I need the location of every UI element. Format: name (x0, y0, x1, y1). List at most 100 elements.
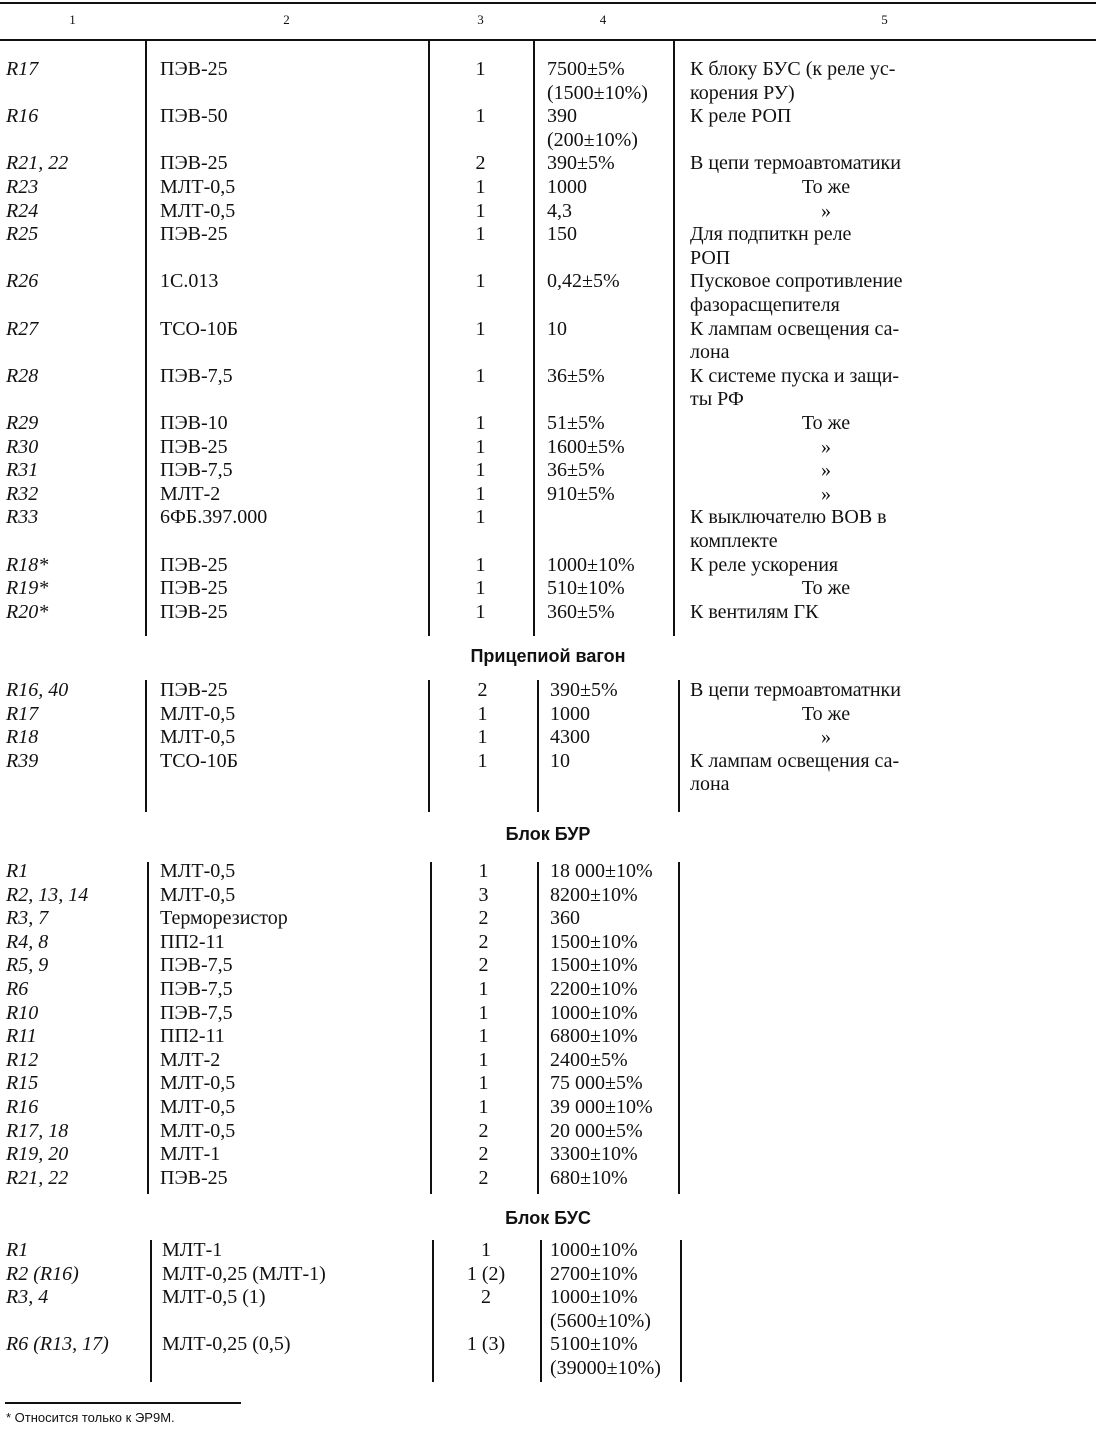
quantity-cell: 1 (475, 176, 486, 198)
resistance-cell: 1000±10% (550, 1239, 638, 1261)
resistor-type-cell: ТСО-10Б (160, 317, 239, 340)
column-header-4: 4 (599, 12, 607, 27)
designation-cell: R21, 22 (6, 1166, 69, 1189)
quantity-cell: 2 (478, 1119, 489, 1142)
resistance-cell: 39 000±10% (550, 1096, 653, 1118)
column-divider (147, 862, 149, 1194)
designation-cell: R1 (6, 860, 29, 882)
resistor-type-cell: МЛТ-0,25 (МЛТ-1) (162, 1262, 326, 1285)
resistance-cell: 75 000±5% (550, 1072, 643, 1095)
resistance-cell: 1000 (547, 176, 587, 198)
table-row: R30 ПЭВ-25 1 1600±5% » (0, 436, 1096, 460)
quantity-cell: 1 (478, 978, 489, 1000)
designation-cell: R18* (6, 553, 49, 576)
resistance-cell: 3300±10% (550, 1143, 638, 1166)
quantity-cell: 2 (475, 152, 486, 175)
table-row: R25 ПЭВ-25 1 150 Для подпиткн реле РОП (0, 223, 1096, 270)
table-row: R2 (R16) МЛТ-0,25 (МЛТ-1) 1 (2) 2700±10% (0, 1263, 1096, 1287)
footnote-divider (5, 1402, 241, 1404)
quantity-cell: 1 (475, 199, 486, 222)
resistor-type-cell: ПЭВ-7,5 (160, 364, 233, 387)
resistor-type-cell: ПЭВ-25 (160, 1166, 228, 1189)
purpose-cell: В цепи термоавтоматики (690, 152, 901, 175)
resistance-cell: 360 (550, 907, 580, 930)
quantity-cell: 1 (475, 58, 486, 80)
designation-cell: R3, 4 (6, 1286, 49, 1309)
table-row: R3, 4 МЛТ-0,5 (1) 2 1000±10% (5600±10%) (0, 1286, 1096, 1333)
resistance-cell: 1600±5% (547, 435, 625, 458)
quantity-cell: 1 (475, 270, 486, 293)
resistance-cell: 510±10% (547, 577, 625, 600)
table-row: R16 МЛТ-0,5 1 39 000±10% (0, 1096, 1096, 1120)
quantity-cell: 2 (481, 1286, 491, 1309)
quantity-cell: 2 (478, 954, 489, 977)
quantity-cell: 3 (478, 883, 489, 906)
designation-cell: R15 (6, 1072, 39, 1095)
designation-cell: R6 (R13, 17) (6, 1333, 109, 1356)
resistance-cell: 680±10% (550, 1166, 628, 1189)
quantity-cell: 1 (3) (466, 1333, 506, 1356)
resistance-cell: 7500±5% (1500±10%) (547, 58, 648, 104)
quantity-cell: 1 (475, 600, 486, 623)
designation-cell: R3, 7 (6, 907, 49, 930)
resistor-type-cell: 1С.013 (160, 270, 219, 293)
resistor-type-cell: МЛТ-0,5 (160, 199, 236, 222)
resistor-type-cell: МЛТ-0,5 (160, 726, 236, 749)
quantity-cell: 1 (478, 1048, 489, 1071)
quantity-cell: 1 (475, 412, 486, 434)
table-row: R20* ПЭВ-25 1 360±5% К вентилям ГК (0, 601, 1096, 625)
table-row: R21, 22 ПЭВ-25 2 390±5% В цепи термоавтомати… (0, 152, 1096, 176)
quantity-cell: 1 (477, 726, 488, 749)
designation-cell: R17, 18 (6, 1119, 69, 1142)
table-row: R31 ПЭВ-7,5 1 36±5% » (0, 459, 1096, 483)
table-row: R17 МЛТ-0,5 1 1000 То же (0, 703, 1096, 727)
column-divider (537, 862, 539, 1194)
column-divider (540, 1240, 542, 1382)
designation-cell: R1 (6, 1239, 29, 1261)
resistance-cell: 150 (547, 223, 577, 246)
designation-cell: R39 (6, 749, 39, 772)
purpose-cell: К лампам освещения са- лона (690, 317, 900, 364)
column-divider (680, 1240, 682, 1382)
resistor-type-cell: Терморезистор (160, 907, 288, 930)
purpose-cell: » (821, 459, 831, 482)
resistor-type-cell: ПЭВ-7,5 (160, 1001, 233, 1024)
purpose-cell: Для подпиткн реле РОП (690, 223, 852, 269)
designation-cell: R6 (6, 978, 29, 1000)
resistance-cell: 1000±10% (550, 1001, 638, 1024)
table-row: R12 МЛТ-2 1 2400±5% (0, 1049, 1096, 1073)
designation-cell: R16 (6, 1096, 39, 1118)
quantity-cell: 1 (475, 317, 486, 340)
quantity-cell: 1 (475, 482, 486, 505)
table-row: R16, 40 ПЭВ-25 2 390±5% В цепи термоавтоматн… (0, 679, 1096, 703)
resistance-cell: 20 000±5% (550, 1119, 643, 1142)
column-header-3: 3 (477, 12, 484, 27)
resistance-cell: 2400±5% (550, 1048, 628, 1071)
quantity-cell: 1 (478, 860, 489, 882)
designation-cell: R18 (6, 726, 39, 749)
column-divider (678, 680, 680, 812)
table-row: R24 МЛТ-0,5 1 4,3 » (0, 200, 1096, 224)
resistor-type-cell: МЛТ-2 (160, 482, 221, 505)
resistance-cell: 390 (200±10%) (547, 105, 638, 151)
quantity-cell: 1 (478, 1025, 489, 1048)
purpose-cell: К лампам освещения са- лона (690, 749, 900, 796)
resistance-cell: 390±5% (547, 152, 615, 175)
column-header-5: 5 (881, 12, 888, 27)
purpose-cell: » (821, 199, 831, 222)
quantity-cell: 1 (475, 435, 486, 458)
designation-cell: R23 (6, 176, 39, 198)
table-row: R23 МЛТ-0,5 1 1000 То же (0, 176, 1096, 200)
table-row: R26 1С.013 1 0,42±5% Пусковое сопротивление … (0, 270, 1096, 317)
resistance-cell: 910±5% (547, 482, 615, 505)
column-header-2: 2 (283, 12, 290, 27)
resistor-type-cell: МЛТ-1 (162, 1239, 223, 1261)
table-row: R5, 9 ПЭВ-7,5 2 1500±10% (0, 954, 1096, 978)
purpose-cell: К системе пуска и защи- ты РФ (690, 364, 900, 411)
designation-cell: R32 (6, 482, 39, 505)
designation-cell: R2, 13, 14 (6, 883, 89, 906)
quantity-cell: 2 (478, 907, 489, 930)
resistance-cell: 1000±10% (5600±10%) (550, 1286, 651, 1332)
designation-cell: R31 (6, 459, 39, 482)
column-divider (428, 40, 430, 636)
